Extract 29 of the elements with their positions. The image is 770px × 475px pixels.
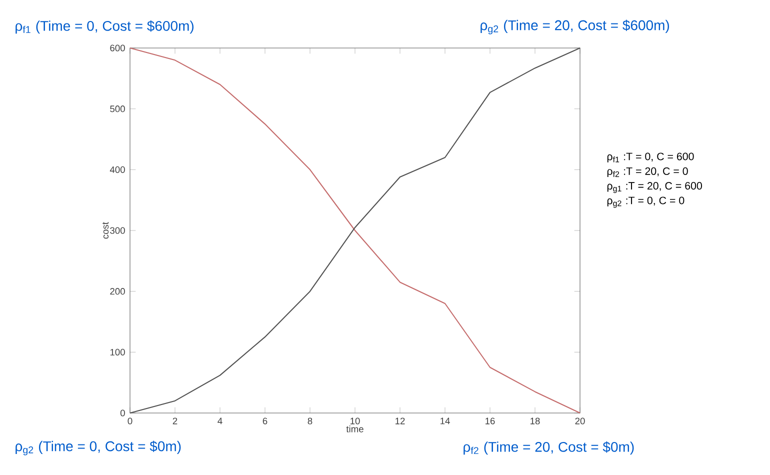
x-tick-label: 4 bbox=[218, 418, 222, 424]
x-tick-label: 10 bbox=[350, 418, 360, 424]
x-tick-label: 14 bbox=[440, 418, 450, 424]
x-tick-label: 20 bbox=[575, 418, 585, 424]
y-tick-label: 0 bbox=[120, 410, 125, 416]
text: ρ$_{g2}$ :T = 0, C = 0 bbox=[607, 196, 684, 208]
line-series bbox=[129, 47, 581, 414]
y-tick-label: 100 bbox=[110, 348, 125, 356]
x-tick-label: 8 bbox=[308, 418, 312, 424]
y-axis-title: cost bbox=[102, 222, 109, 239]
text: ρ$_{f2}$ (Time = 20, Cost = $0m) bbox=[464, 441, 634, 455]
text: ρ$_{f1}$ (Time = 0, Cost = $600m) bbox=[16, 20, 194, 34]
text: ρ$_{f1}$ :T = 0, C = 600 bbox=[607, 152, 694, 162]
text: ρ$_{g1}$ :T = 20, C = 600 bbox=[607, 182, 702, 193]
text: ρ$_{g2}$ (Time = 20, Cost = $600m) bbox=[480, 20, 670, 34]
x-tick-label: 0 bbox=[128, 418, 132, 424]
y-tick-label: 400 bbox=[110, 166, 125, 173]
y-tick-label: 200 bbox=[110, 288, 125, 295]
x-tick-label: 2 bbox=[172, 418, 178, 424]
x-tick-label: 12 bbox=[396, 418, 405, 424]
x-tick-label: 16 bbox=[486, 418, 495, 424]
y-tick-label: 300 bbox=[110, 227, 125, 234]
x-tick-label: 6 bbox=[262, 418, 268, 424]
text: ρ$_{g2}$ (Time = 0, Cost = $0m) bbox=[16, 440, 181, 456]
x-tick-label: 18 bbox=[530, 418, 540, 424]
y-tick-label: 500 bbox=[110, 106, 125, 112]
text: ρ$_{f2}$ :T = 20, C = 0 bbox=[607, 167, 688, 178]
x-axis-title: time bbox=[346, 425, 364, 432]
y-tick-label: 600 bbox=[110, 44, 125, 52]
